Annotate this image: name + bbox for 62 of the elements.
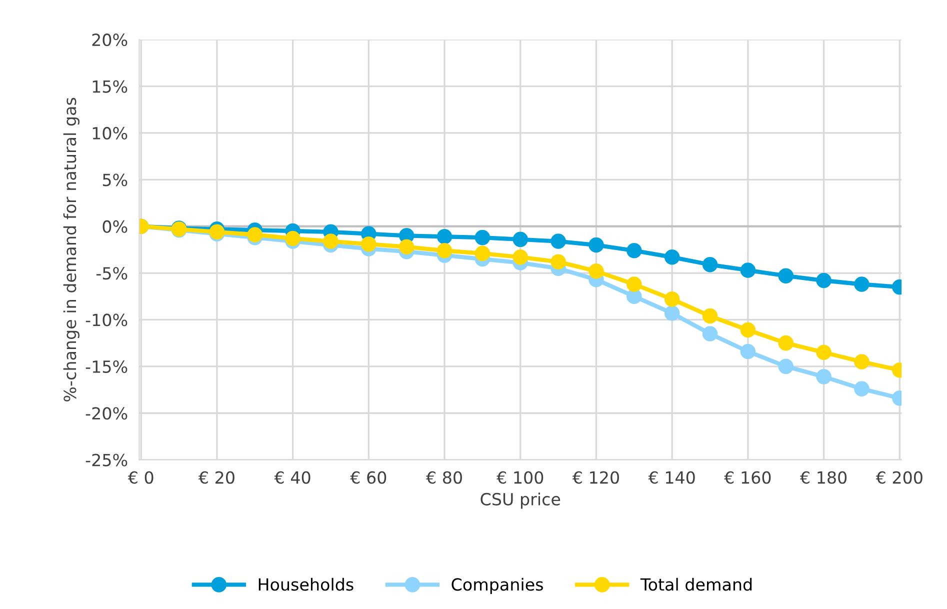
y-tick-label: -10%	[86, 314, 128, 326]
point	[626, 242, 642, 258]
legend-label: Companies	[452, 578, 543, 594]
y-tick-label: -15%	[86, 360, 128, 373]
point	[778, 268, 794, 284]
point	[664, 306, 680, 321]
point	[512, 232, 528, 248]
y-tick-label: -25%	[86, 454, 128, 466]
y-tick-label: 20%	[92, 34, 128, 46]
point	[626, 288, 642, 304]
point	[702, 326, 718, 342]
point	[854, 276, 870, 292]
x-tick-label: € 80	[426, 471, 462, 484]
x-tick-label: € 100	[496, 471, 544, 484]
point	[816, 272, 832, 288]
point	[550, 254, 566, 270]
point	[588, 237, 604, 253]
x-axis-title: CSU price	[480, 492, 560, 509]
x-tick-label: € 140	[648, 471, 695, 484]
point	[740, 322, 756, 338]
x-tick-label: € 120	[572, 471, 619, 484]
point	[702, 308, 718, 324]
y-tick-label: -20%	[86, 407, 128, 420]
y-tick-label: 10%	[92, 126, 128, 140]
legend-label: Households	[258, 578, 354, 591]
point	[247, 227, 263, 242]
y-tick-label: 0%	[102, 220, 128, 233]
point	[550, 234, 566, 249]
point	[474, 246, 490, 262]
x-tick-label: € 180	[800, 471, 847, 484]
point	[854, 354, 870, 370]
point	[664, 250, 680, 265]
x-tick-label: € 40	[274, 471, 310, 484]
y-tick-label: -5%	[96, 266, 128, 280]
x-tick-label: € 200	[876, 471, 922, 484]
point	[512, 250, 528, 265]
point	[323, 234, 338, 249]
x-tick-label: € 20	[198, 471, 234, 484]
legend-label: Total demand	[640, 578, 752, 591]
point	[474, 230, 490, 246]
point	[778, 358, 794, 374]
point	[816, 369, 832, 384]
point	[854, 381, 870, 396]
x-tick-label: € 0	[128, 471, 154, 484]
x-tick-label: € 60	[350, 471, 386, 484]
point	[285, 230, 300, 246]
y-tick-label: 15%	[92, 80, 128, 93]
point	[816, 344, 832, 360]
point	[702, 256, 718, 272]
point	[436, 228, 452, 244]
y-tick-label: 5%	[102, 174, 128, 186]
point	[664, 292, 680, 307]
point	[740, 344, 756, 360]
y-axis-title: %-change in demand for natural gas	[63, 98, 80, 402]
point	[588, 264, 604, 279]
point	[436, 242, 452, 258]
point	[778, 335, 794, 351]
point	[740, 262, 756, 278]
x-tick-label: € 160	[724, 471, 771, 484]
point	[361, 236, 376, 252]
point	[626, 276, 642, 292]
point	[398, 239, 414, 255]
